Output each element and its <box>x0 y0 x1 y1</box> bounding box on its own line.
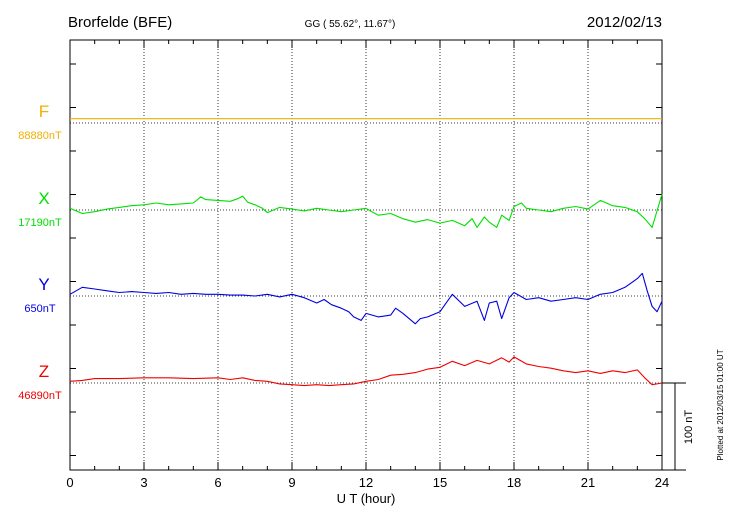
x-tick-label: 12 <box>359 475 373 490</box>
series-group <box>69 118 663 387</box>
coordinates-label: GG ( 55.62°, 11.67°) <box>305 19 396 30</box>
series-labels: F 88880nT X 17190nT Y 650nT Z 46890nT <box>18 102 62 402</box>
x-tick-label: 24 <box>655 475 669 490</box>
series-line-y <box>69 272 663 325</box>
station-title: Brorfelde (BFE) <box>68 14 172 31</box>
series-baseline-z: 46890nT <box>18 390 62 402</box>
series-baseline-x: 17190nT <box>18 217 62 229</box>
series-line-z <box>69 356 663 387</box>
axis-ticks <box>69 40 663 470</box>
x-tick-label: 15 <box>433 475 447 490</box>
series-name-z: Z <box>39 362 49 381</box>
x-tick-label: 3 <box>140 475 147 490</box>
x-tick-label: 9 <box>288 475 295 490</box>
series-baseline-f: 88880nT <box>18 130 62 142</box>
series-name-f: F <box>39 102 49 121</box>
series-name-y: Y <box>38 275 49 294</box>
scale-bar: 100 nT <box>662 382 695 471</box>
x-tick-labels: 0 3 6 9 12 15 18 21 24 <box>66 475 669 490</box>
plot-frame <box>69 39 663 471</box>
series-line-x <box>69 194 663 228</box>
plotted-timestamp: Plotted at 2012/03/15 01:00 UT <box>716 349 725 460</box>
x-axis-label: U T (hour) <box>337 491 396 506</box>
scale-bar-label: 100 nT <box>683 410 695 445</box>
x-tick-label: 6 <box>214 475 221 490</box>
x-tick-label: 21 <box>581 475 595 490</box>
series-name-x: X <box>38 189 49 208</box>
series-baseline-y: 650nT <box>24 303 55 315</box>
x-tick-label: 0 <box>66 475 73 490</box>
date-label: 2012/02/13 <box>587 14 662 31</box>
grid <box>70 40 662 470</box>
x-tick-label: 18 <box>507 475 521 490</box>
